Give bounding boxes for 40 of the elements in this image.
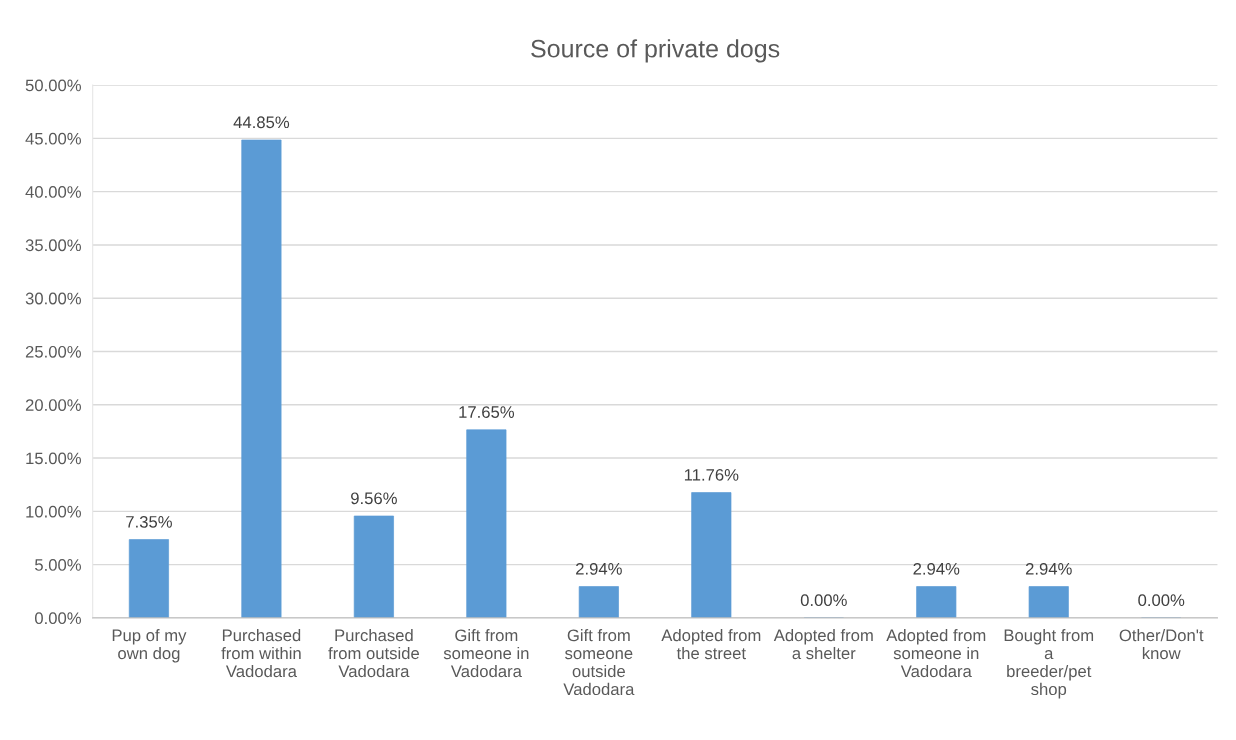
data-label: 2.94%	[576, 562, 622, 575]
data-label: 44.85%	[233, 116, 290, 129]
y-tick-label: 10.00%	[26, 505, 81, 518]
data-label: 7.35%	[126, 515, 172, 528]
data-label: 9.56%	[351, 492, 397, 505]
x-tick-label: Purchased from outside Vadodara	[328, 629, 420, 678]
bar	[128, 539, 169, 618]
y-tick-label: 15.00%	[26, 452, 81, 465]
x-tick-label: Adopted from the street	[661, 629, 761, 660]
x-tick-label: Adopted from a shelter	[773, 629, 873, 660]
y-tick-label: 50.00%	[25, 79, 81, 92]
y-tick-label: 35.00%	[25, 239, 81, 252]
bar	[353, 515, 394, 618]
y-tick-label: 45.00%	[25, 132, 81, 145]
x-tick-label: Gift from someone in Vadodara	[443, 629, 529, 678]
data-label: 11.76%	[684, 468, 739, 481]
x-tick-label: Gift from someone outside Vadodara	[563, 629, 635, 696]
bar	[578, 586, 619, 618]
data-label: 2.94%	[913, 562, 960, 575]
data-label: 0.00%	[1138, 594, 1185, 607]
bar	[916, 586, 957, 618]
y-tick-label: 20.00%	[25, 399, 81, 411]
y-tick-label: 30.00%	[25, 292, 81, 305]
data-label: 2.94%	[1025, 562, 1072, 575]
chart-title: Source of private dogs	[531, 39, 780, 63]
x-tick-label: Bought from a breeder/pet shop	[1004, 629, 1094, 699]
bar	[466, 429, 507, 618]
x-tick-label: Pup of my own dog	[112, 629, 187, 663]
y-tick-label: 0.00%	[34, 612, 81, 625]
bar	[691, 492, 732, 618]
data-label: 17.65%	[459, 406, 515, 418]
x-tick-label: Other/Don't know	[1119, 629, 1204, 660]
bar	[241, 139, 282, 618]
y-tick-label: 40.00%	[25, 186, 81, 198]
data-label: 0.00%	[800, 594, 847, 607]
y-tick-label: 5.00%	[35, 559, 81, 571]
x-tick-label: Purchased from within Vadodara	[221, 629, 301, 678]
bar	[1028, 586, 1069, 618]
y-tick-label: 25.00%	[25, 345, 81, 358]
x-tick-label: Adopted from someone in Vadodara	[886, 629, 986, 678]
